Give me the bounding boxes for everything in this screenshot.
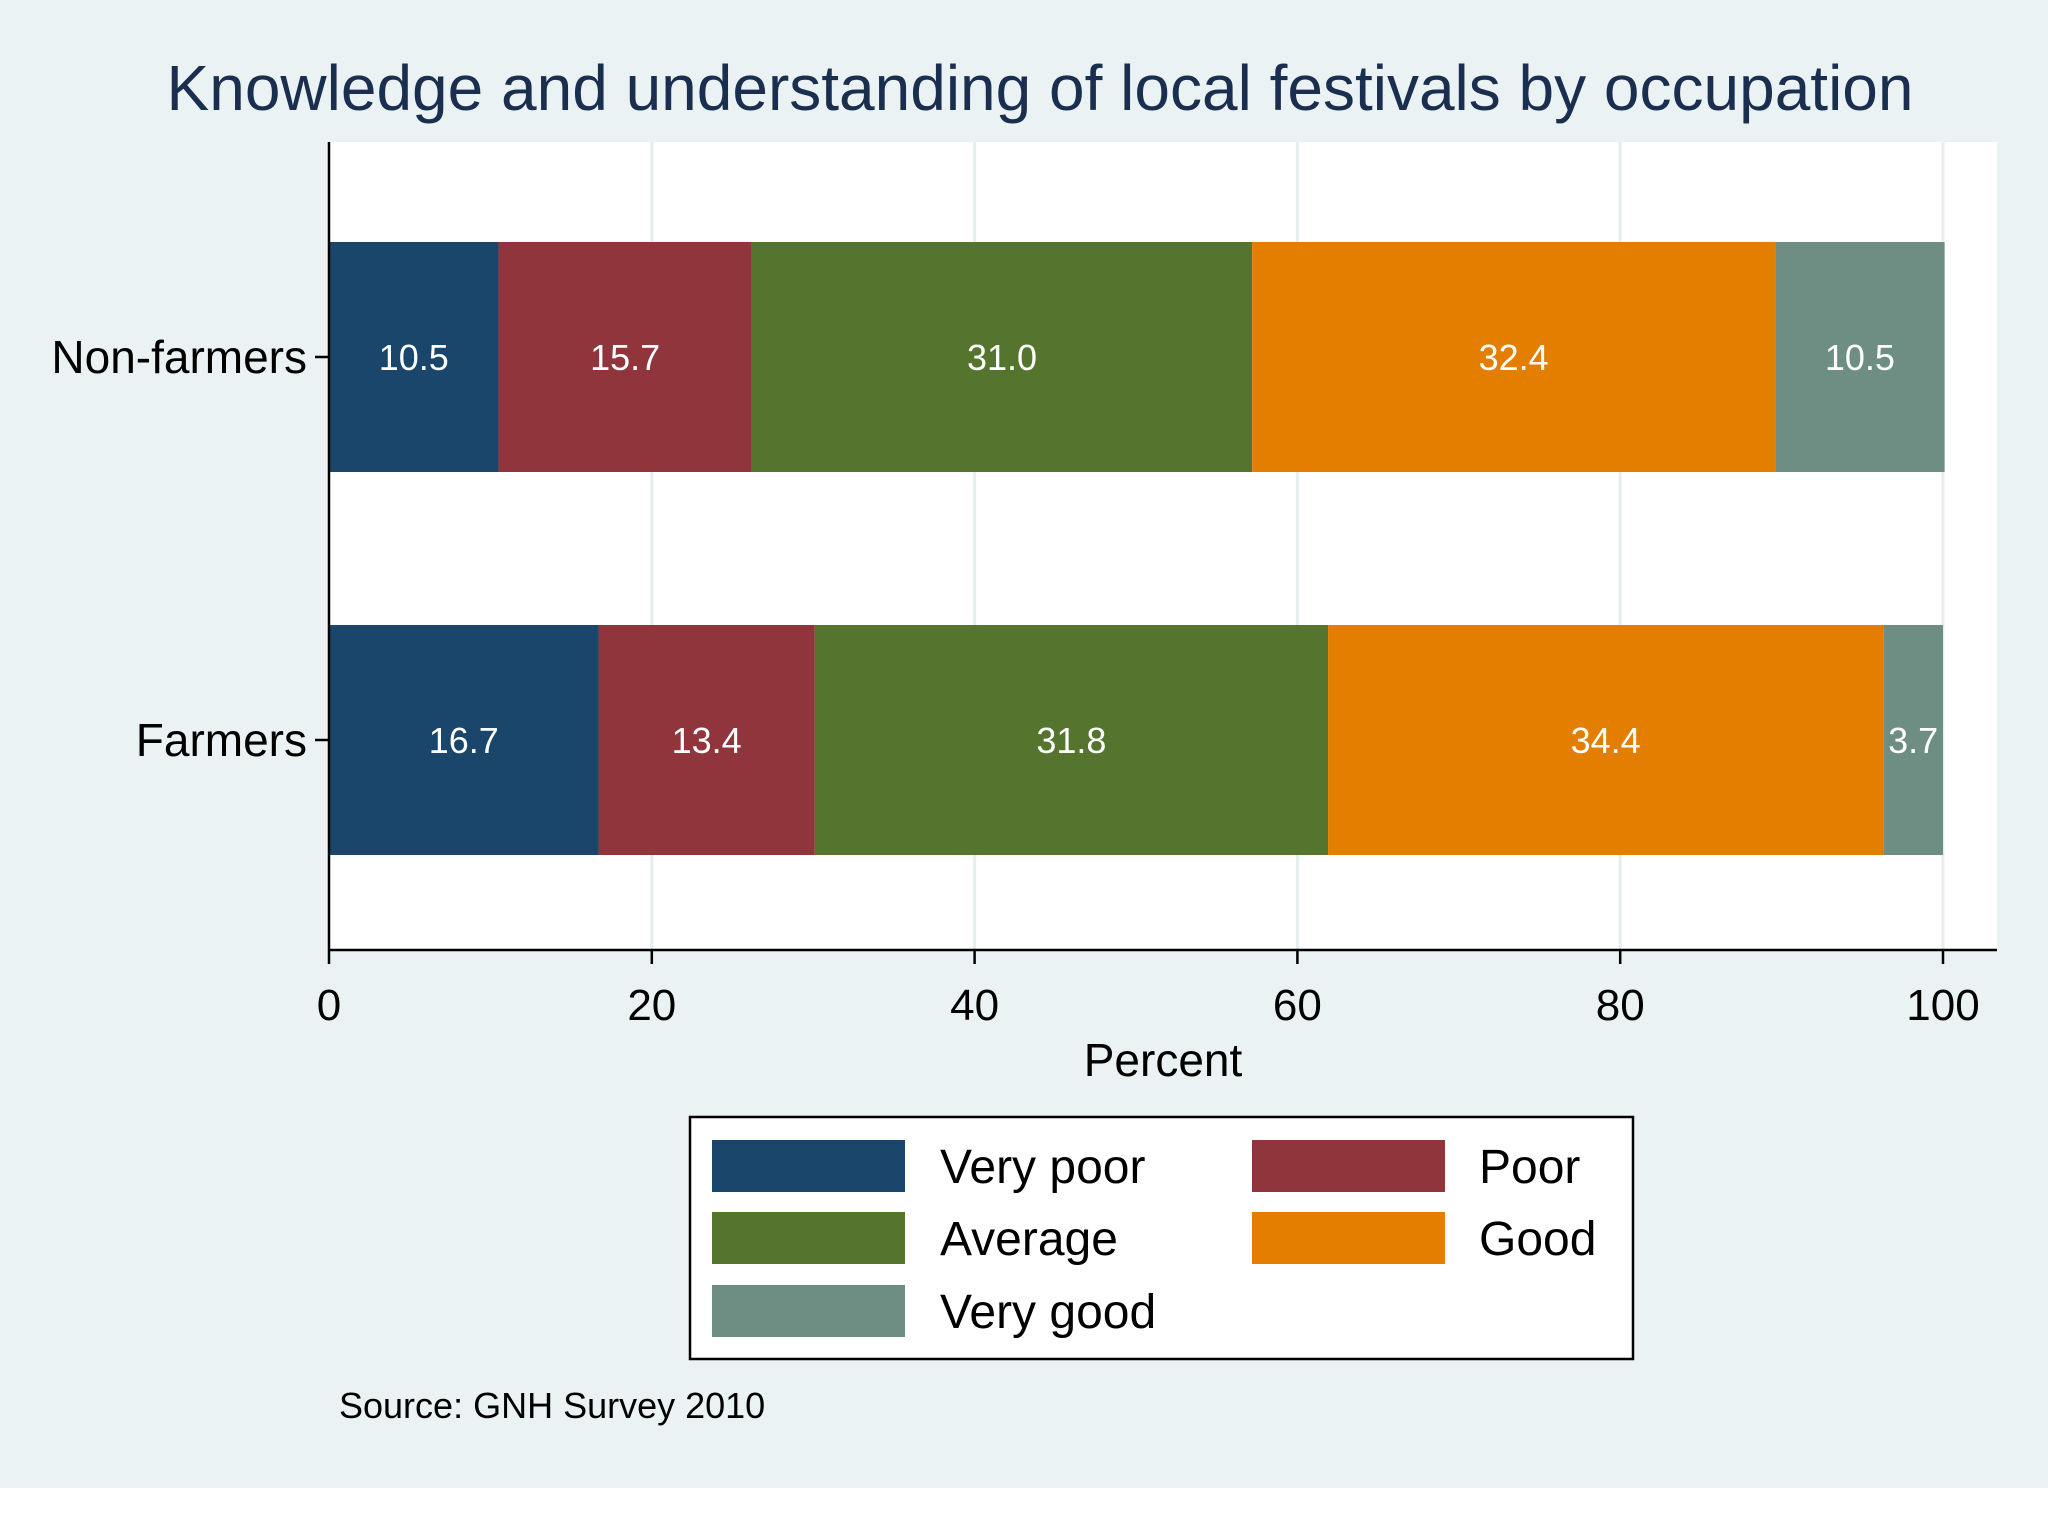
data-label-non-farmers-average: 31.0 [967, 337, 1037, 378]
legend-label-very-good: Very good [940, 1286, 1156, 1339]
data-label-non-farmers-very-good: 10.5 [1825, 337, 1895, 378]
bar-farmers-very-poor [329, 625, 599, 855]
category-labels: Non-farmers Farmers [51, 331, 329, 766]
bar-farmers-good [1328, 625, 1884, 855]
data-label-farmers-average: 31.8 [1036, 720, 1106, 761]
legend-swatch-average [712, 1212, 905, 1264]
x-ticks: 0 20 40 60 80 100 [317, 950, 1980, 1030]
legend-swatch-very-good [712, 1285, 905, 1337]
source-note: Source: GNH Survey 2010 [339, 1385, 765, 1426]
legend: Very poor Poor Average Good Very good [712, 1140, 1596, 1339]
bar-non-farmers-poor [498, 242, 752, 472]
x-tick-label-60: 60 [1273, 981, 1322, 1030]
axes [327, 142, 1997, 952]
bar-non-farmers-average [751, 242, 1253, 472]
data-label-non-farmers-poor: 15.7 [590, 337, 660, 378]
x-tick-label-80: 80 [1596, 981, 1645, 1030]
legend-swatch-poor [1252, 1140, 1445, 1192]
bar-non-farmers-very-poor [329, 242, 499, 472]
chart-title: Knowledge and understanding of local fes… [167, 52, 1914, 124]
x-tick-label-40: 40 [950, 981, 999, 1030]
category-label: Farmers [136, 714, 307, 766]
data-label-non-farmers-very-poor: 10.5 [379, 337, 449, 378]
bar-farmers-very-good [1883, 625, 1943, 855]
data-label-farmers-poor: 13.4 [672, 720, 742, 761]
legend-swatch-very-poor [712, 1140, 905, 1192]
legend-label-poor: Poor [1479, 1141, 1580, 1194]
bars: 10.5 15.7 31.0 32.4 10.5 16.7 13.4 31.8 34.4 3.7 [329, 242, 1945, 855]
data-label-non-farmers-good: 32.4 [1479, 337, 1549, 378]
data-label-farmers-very-poor: 16.7 [429, 720, 499, 761]
chart-background: Knowledge and understanding of local fes… [0, 0, 2048, 1488]
legend-label-average: Average [940, 1213, 1118, 1266]
x-tick-label-100: 100 [1906, 981, 1979, 1030]
bar-non-farmers-good [1252, 242, 1776, 472]
bar-farmers-average [814, 625, 1329, 855]
data-label-farmers-very-good: 3.7 [1888, 720, 1938, 761]
category-label: Non-farmers [51, 331, 307, 383]
x-axis-title: Percent [1084, 1034, 1243, 1086]
x-tick-label-0: 0 [317, 981, 341, 1030]
legend-label-good: Good [1479, 1213, 1596, 1266]
data-label-farmers-good: 34.4 [1571, 720, 1641, 761]
legend-label-very-poor: Very poor [940, 1141, 1145, 1194]
bar-non-farmers-very-good [1775, 242, 1945, 472]
chart: Knowledge and understanding of local fes… [51, 52, 1997, 1426]
bar-farmers-poor [598, 625, 815, 855]
legend-swatch-good [1252, 1212, 1445, 1264]
x-tick-label-20: 20 [627, 981, 676, 1030]
